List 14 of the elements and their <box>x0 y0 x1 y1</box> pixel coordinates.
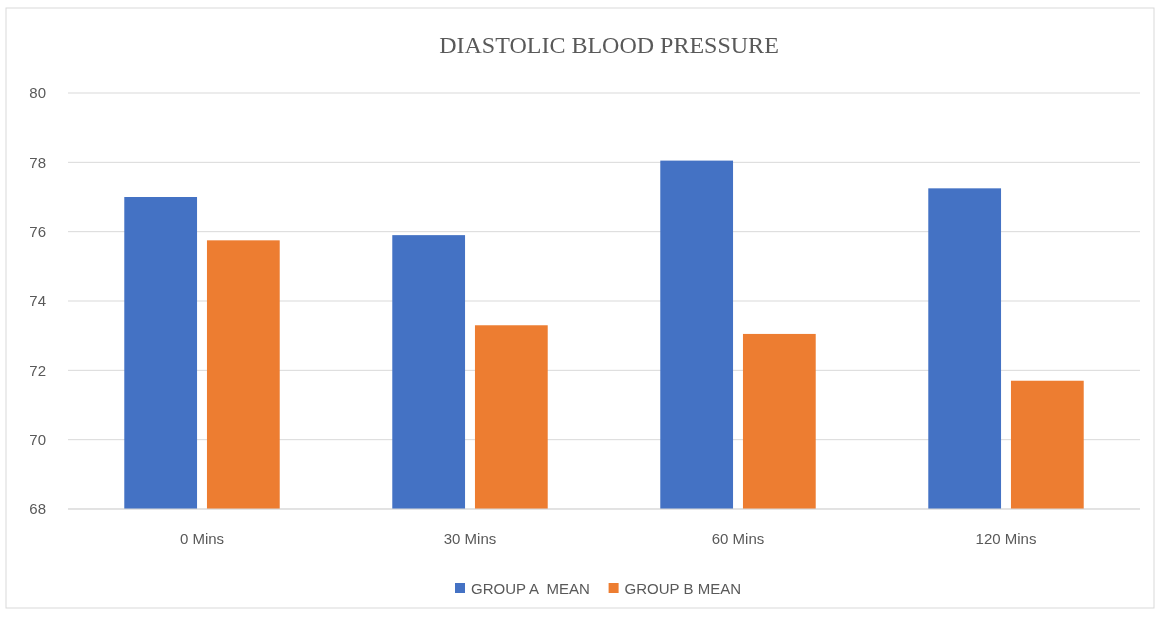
y-tick-label: 78 <box>29 153 46 171</box>
chart-title: DIASTOLIC BLOOD PRESSURE <box>439 32 779 58</box>
x-tick-label: 0 Mins <box>179 530 225 547</box>
y-tick-label: 76 <box>29 222 46 240</box>
x-tick-label: 60 Mins <box>711 530 765 547</box>
legend-label: GROUP A MEAN <box>471 580 590 598</box>
y-tick-label: 74 <box>29 292 46 310</box>
x-tick-label: 30 Mins <box>443 530 497 547</box>
y-tick-label: 68 <box>29 500 46 518</box>
y-tick-label: 80 <box>29 84 46 102</box>
x-tick-label: 120 Mins <box>975 530 1037 547</box>
legend-label: GROUP B MEAN <box>624 580 742 598</box>
y-tick-label: 70 <box>29 430 46 448</box>
y-tick-label: 72 <box>29 361 46 379</box>
